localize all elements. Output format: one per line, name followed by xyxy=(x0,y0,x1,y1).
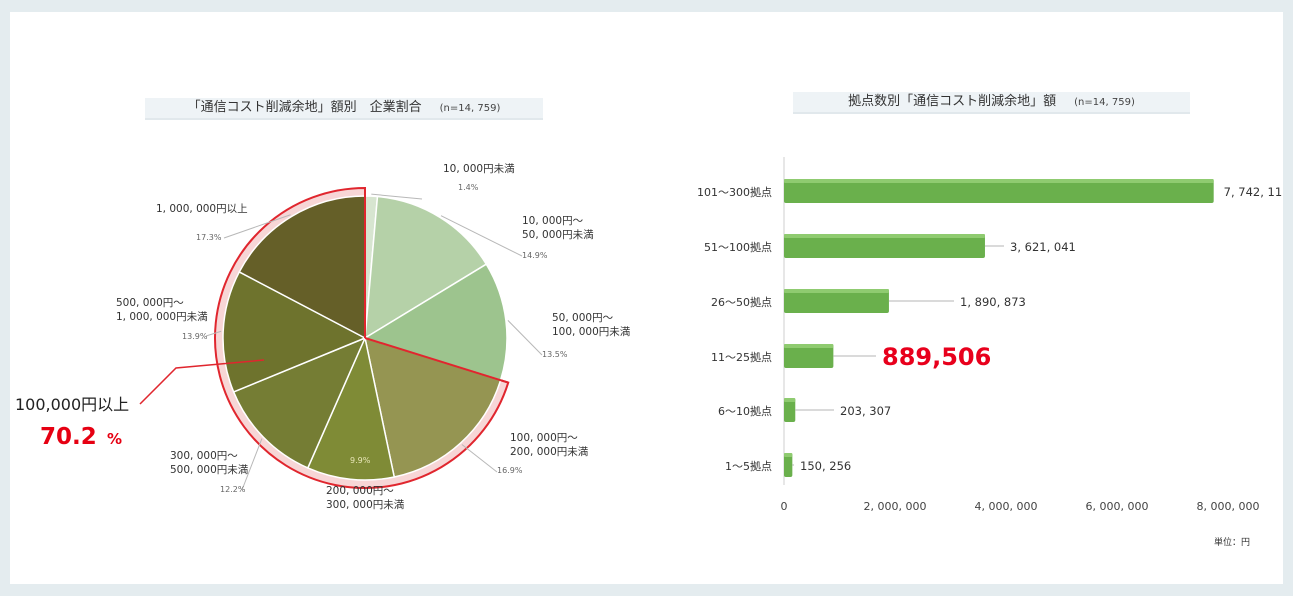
pie-sample-size: (n=14, 759) xyxy=(439,103,501,114)
bar-category-label: 101～300拠点 xyxy=(697,186,772,199)
pie-slice-percent: 16.9% xyxy=(497,466,523,475)
callout-line xyxy=(139,359,265,405)
bar-highlight-strip xyxy=(784,179,1214,183)
pie-slice-percent: 14.9% xyxy=(522,251,548,260)
pie-slice-label: 300, 000円～ xyxy=(170,450,238,462)
bar-highlight-strip xyxy=(784,398,796,402)
bar-chart-title: 拠点数別「通信コスト削減余地」額 xyxy=(848,94,1057,109)
pie-leader-line xyxy=(507,320,543,356)
x-tick-label: 6, 000, 000 xyxy=(1086,500,1149,513)
pie-slice-percent: 9.9% xyxy=(350,456,371,465)
bar xyxy=(784,398,796,422)
bar-value-label: 150, 256 xyxy=(800,459,851,473)
x-tick-label: 8, 000, 000 xyxy=(1197,500,1260,513)
bar xyxy=(784,453,793,477)
pie-slice-label: 100, 000円未満 xyxy=(552,326,631,338)
pie-slice-label: 200, 000円～ xyxy=(326,485,394,497)
unit-label: 単位：円 xyxy=(1214,536,1250,548)
pie-slice-label: 300, 000円未満 xyxy=(326,499,405,511)
x-tick-label: 4, 000, 000 xyxy=(975,500,1038,513)
bar-category-label: 1～5拠点 xyxy=(725,460,772,473)
pie-slice-percent: 1.4% xyxy=(458,183,479,192)
pie-chart-title: 「通信コスト削減余地」額別 企業割合 xyxy=(187,100,422,115)
pie-slice-percent: 12.2% xyxy=(220,485,246,494)
bar-value-label: 203, 307 xyxy=(840,404,891,418)
bar-category-label: 6～10拠点 xyxy=(718,405,772,418)
bar-category-label: 51～100拠点 xyxy=(704,241,772,254)
pie-leader-line xyxy=(223,214,291,239)
pie-leader-line xyxy=(461,444,498,473)
pie-slice-label: 10, 000円～ xyxy=(522,215,584,227)
pie-slice-label: 10, 000円未満 xyxy=(443,163,515,175)
bar-value-label: 3, 621, 041 xyxy=(1010,240,1076,254)
x-tick-label: 0 xyxy=(781,500,788,513)
bar-value-label: 7, 742, 111 xyxy=(1224,185,1283,199)
bar-chart: 101～300拠点 7, 742, 111 51～100拠点 3, 621, 041 2… xyxy=(697,157,1283,548)
callout-label: 100,000円以上 xyxy=(15,395,129,414)
bar-highlight-strip xyxy=(784,344,834,348)
callout-unit: % xyxy=(107,430,122,448)
pie-leader-line xyxy=(371,193,423,200)
pie-slice xyxy=(222,270,367,393)
pie-slice xyxy=(364,336,502,478)
bar xyxy=(784,179,1214,203)
report-card: 「通信コスト削減余地」額別 企業割合 (n=14, 759) 拠点数別「通信コスト… xyxy=(10,12,1283,584)
pie-slice xyxy=(232,336,367,469)
pie-chart-title-box: 「通信コスト削減余地」額別 企業割合 (n=14, 759) xyxy=(145,98,543,120)
pie-slice-label: 100, 000円～ xyxy=(510,432,578,444)
bar-category-label: 26～50拠点 xyxy=(711,296,772,309)
pie-slice-label: 500, 000円未満 xyxy=(170,464,249,476)
pie-leader-line xyxy=(205,330,222,337)
highlight-edge-line xyxy=(364,337,509,384)
pie-chart: 10, 000円未満 1.4% 10, 000円～ 50, 000円未満 14.9% 50… xyxy=(15,163,631,511)
pie-slice-label: 50, 000円未満 xyxy=(522,229,594,241)
bar-sample-size: (n=14, 759) xyxy=(1074,97,1135,108)
bar xyxy=(784,234,985,258)
bar-highlight-strip xyxy=(784,453,793,457)
pie-slice-label: 1, 000, 000円未満 xyxy=(116,311,208,323)
callout-value: 70.2 xyxy=(40,424,97,450)
pie-slice xyxy=(306,335,396,481)
x-tick-label: 2, 000, 000 xyxy=(864,500,927,513)
pie-slice-label: 500, 000円～ xyxy=(116,297,184,309)
pie-slice xyxy=(238,195,366,340)
bar-value-label: 889,506 xyxy=(882,343,991,371)
bar xyxy=(784,344,834,368)
bar-chart-title-box: 拠点数別「通信コスト削減余地」額 (n=14, 759) xyxy=(793,92,1190,114)
pie-slice-label: 1, 000, 000円以上 xyxy=(156,203,248,215)
pie-slice xyxy=(363,263,508,382)
pie-slice-label: 50, 000円～ xyxy=(552,312,614,324)
bar-highlight-strip xyxy=(784,234,985,238)
bar-category-label: 11～25拠点 xyxy=(711,351,772,364)
pie-slice-percent: 13.9% xyxy=(182,332,208,341)
bar-value-label: 1, 890, 873 xyxy=(960,295,1026,309)
pie-slice xyxy=(364,195,488,340)
bar-highlight-strip xyxy=(784,289,889,293)
pie-leader-line xyxy=(241,438,263,491)
pie-slice-percent: 13.5% xyxy=(542,350,568,359)
bar xyxy=(784,289,889,313)
pie-leader-line xyxy=(440,215,523,257)
pie-slice-percent: 17.3% xyxy=(196,233,222,242)
pie-slice-label: 200, 000円未満 xyxy=(510,446,589,458)
